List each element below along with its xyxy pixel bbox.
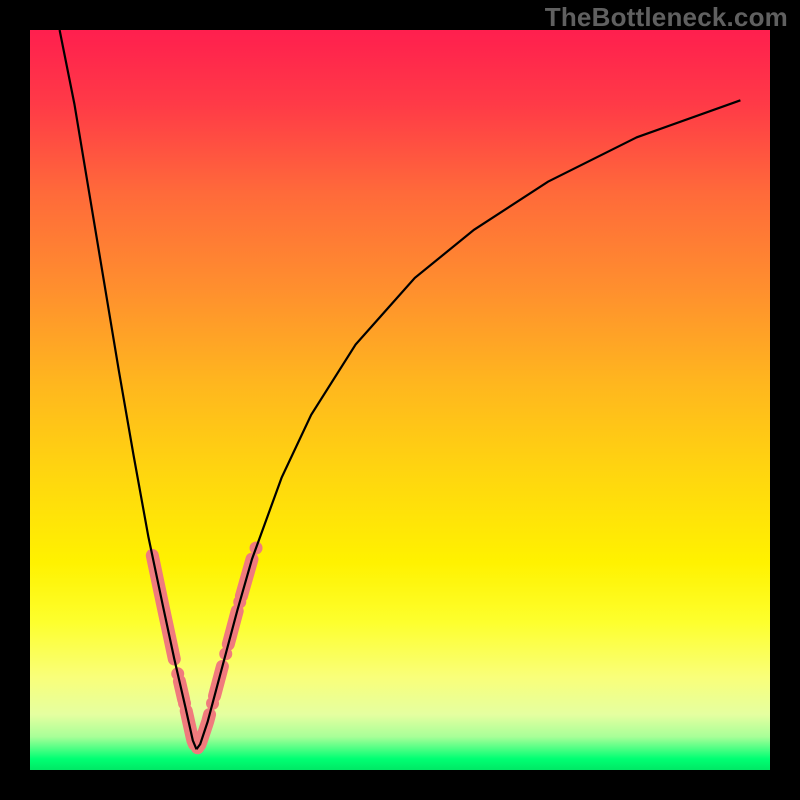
bottleneck-chart: [0, 0, 800, 800]
watermark-text: TheBottleneck.com: [545, 2, 788, 33]
chart-container: TheBottleneck.com: [0, 0, 800, 800]
gradient-background: [30, 30, 770, 770]
